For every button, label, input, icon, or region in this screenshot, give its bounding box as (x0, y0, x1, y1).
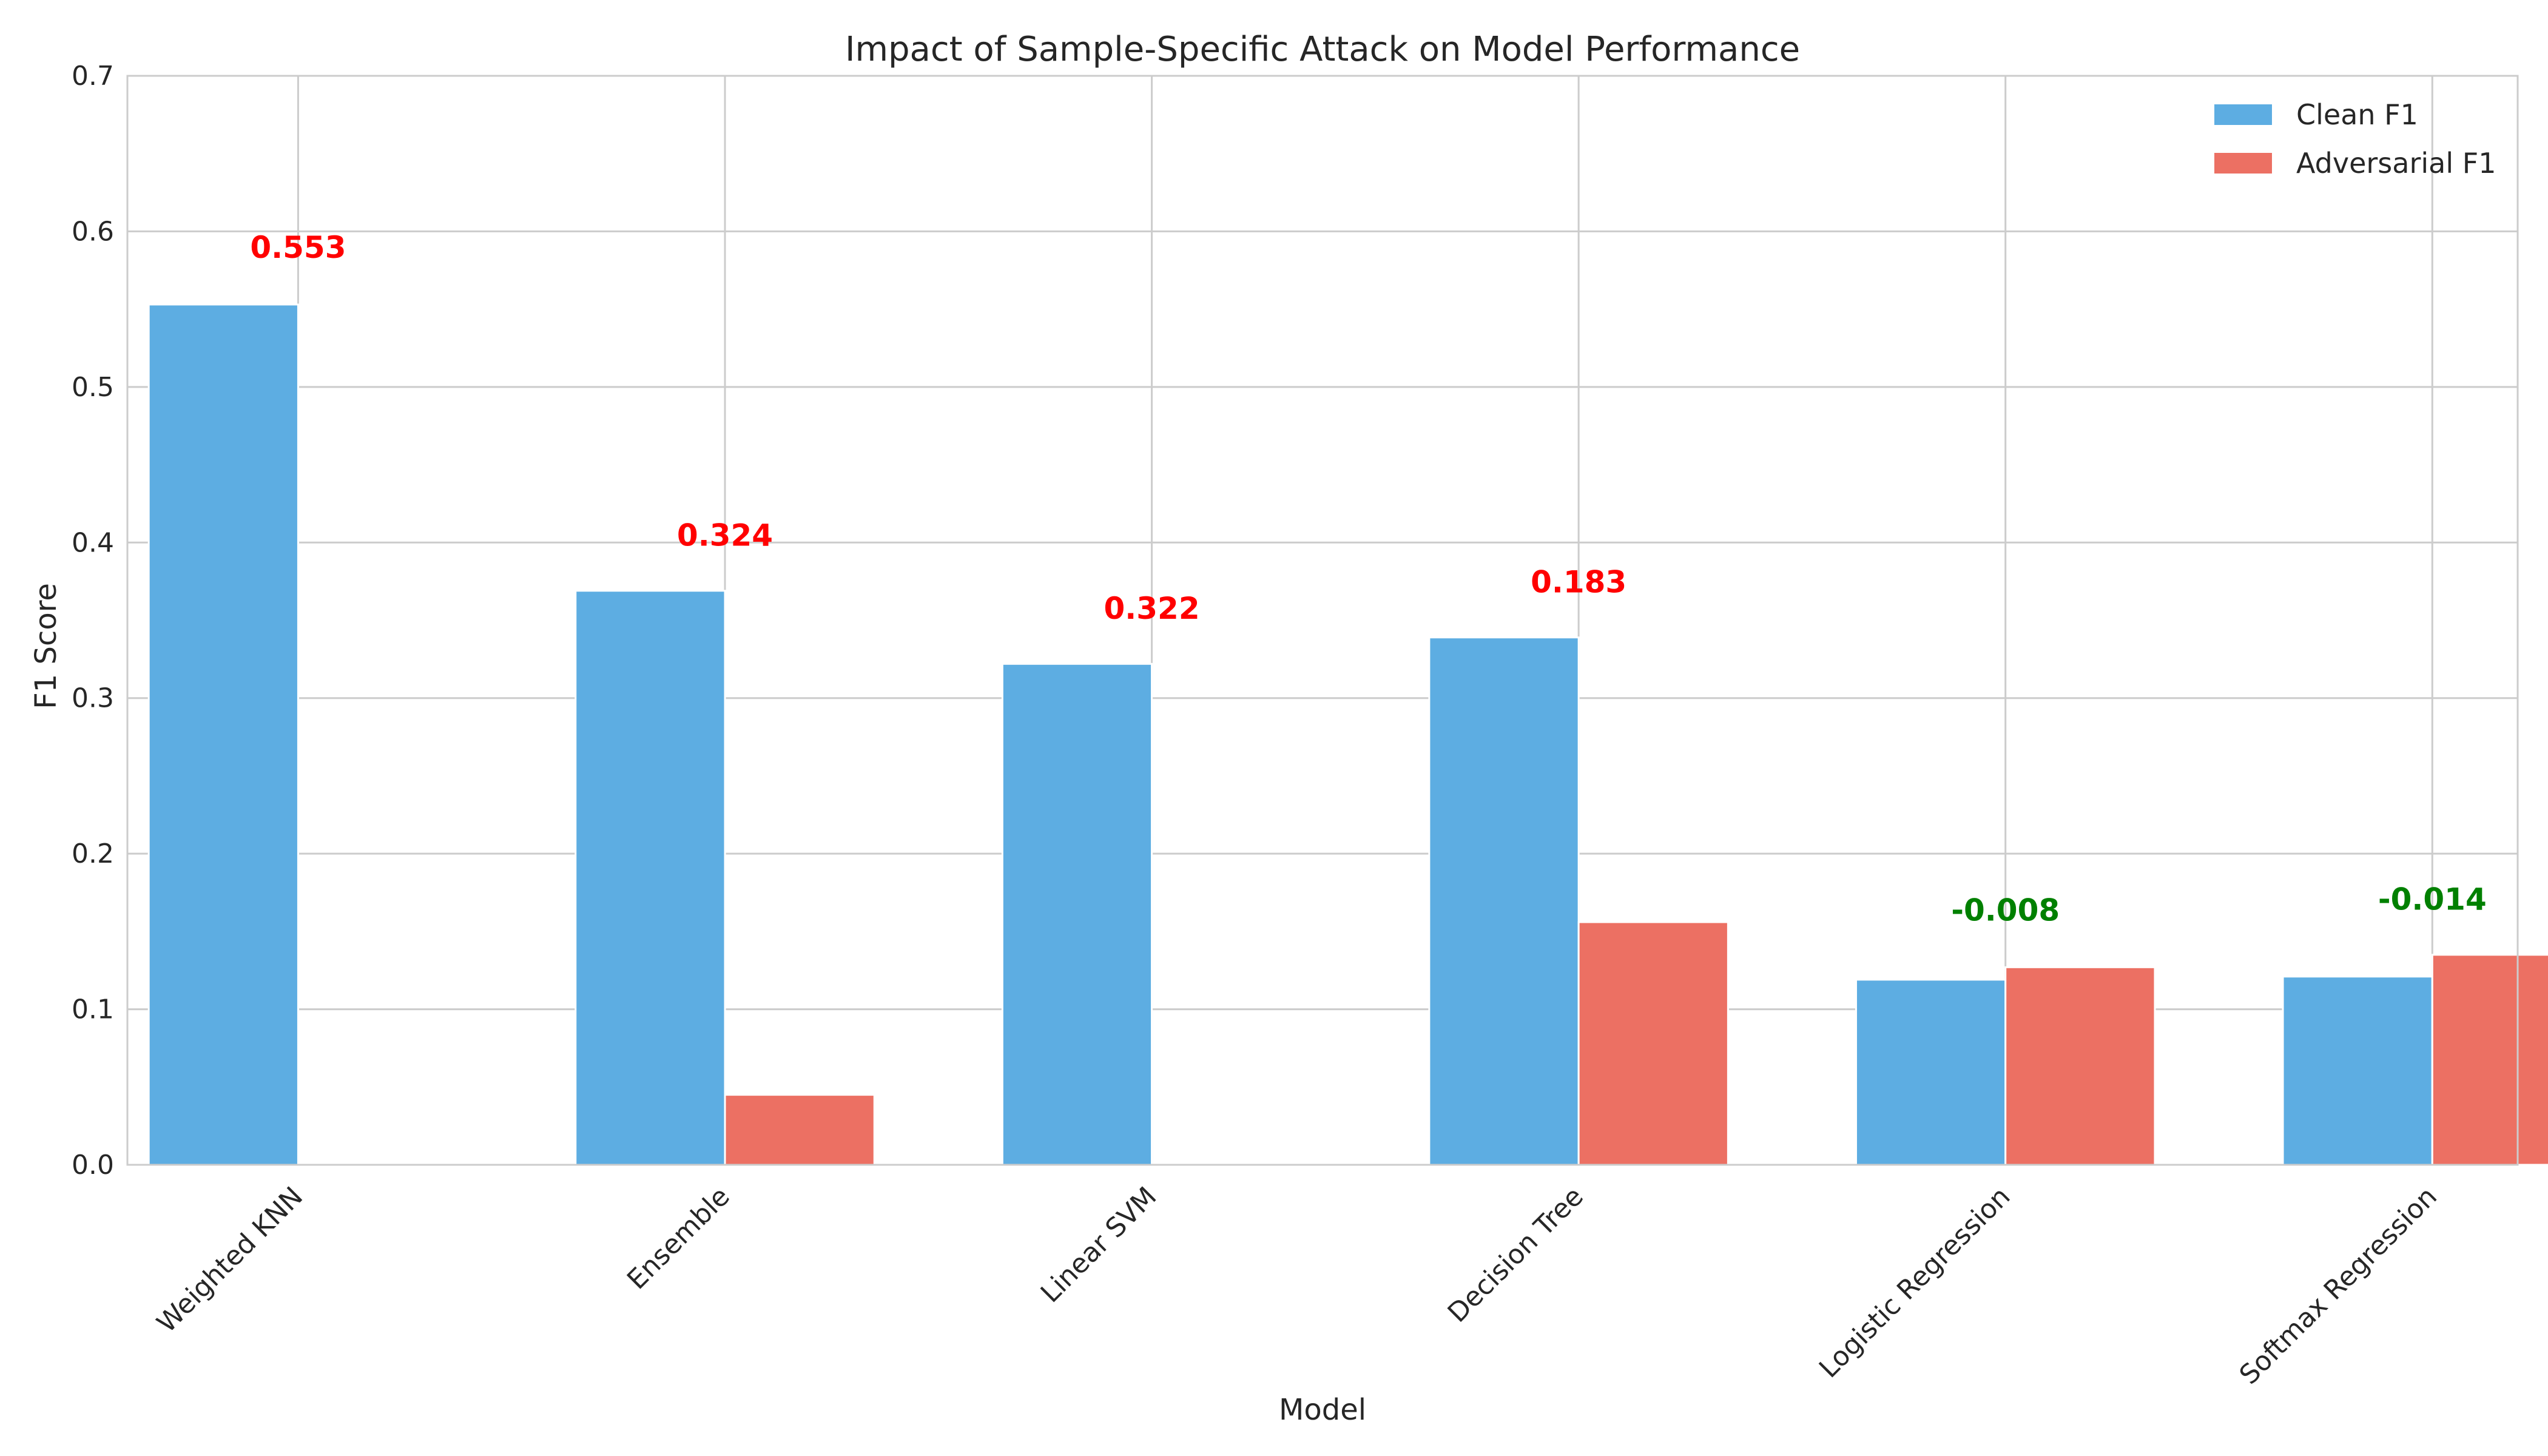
x-tick-label: Softmax Regression (2234, 1181, 2443, 1390)
bar-adversarial-f1 (2004, 966, 2156, 1166)
y-axis-label: F1 Score (29, 583, 63, 709)
plot-area (127, 76, 2518, 1165)
y-tick-label: 0.2 (72, 838, 114, 869)
legend-label: Adversarial F1 (2296, 147, 2496, 180)
difference-annotation: 0.183 (1531, 564, 1626, 599)
bar-clean-f1 (1855, 979, 2007, 1166)
difference-annotation: 0.553 (250, 230, 346, 265)
bar-clean-f1 (147, 303, 299, 1166)
legend-swatch (2214, 153, 2272, 174)
difference-annotation: -0.014 (2378, 882, 2487, 917)
legend-swatch (2214, 104, 2272, 125)
bar-adversarial-f1 (1577, 921, 1729, 1166)
x-axis-label: Model (1279, 1393, 1366, 1427)
x-tick-label: Linear SVM (1035, 1181, 1163, 1309)
legend-label: Clean F1 (2296, 98, 2418, 131)
y-tick-label: 0.6 (72, 216, 114, 247)
difference-annotation: -0.008 (1951, 892, 2060, 928)
x-tick-label: Weighted KNN (151, 1181, 309, 1339)
x-tick-label: Logistic Regression (1813, 1181, 2017, 1384)
y-tick-label: 0.3 (72, 683, 114, 714)
bar-adversarial-f1 (2431, 954, 2548, 1166)
y-tick-label: 0.7 (72, 61, 114, 92)
y-tick-label: 0.4 (72, 527, 114, 558)
difference-annotation: 0.322 (1104, 591, 1199, 626)
y-tick-label: 0.1 (72, 994, 114, 1025)
x-tick-label: Decision Tree (1442, 1181, 1589, 1329)
difference-annotation: 0.324 (677, 517, 773, 553)
legend: Clean F1 Adversarial F1 (2214, 98, 2496, 180)
x-tick-label: Ensemble (621, 1181, 736, 1296)
y-tick-label: 0.5 (72, 372, 114, 403)
plot-frame (126, 75, 2519, 1166)
bar-clean-f1 (575, 590, 726, 1166)
bar-clean-f1 (2282, 976, 2433, 1166)
bar-adversarial-f1 (724, 1094, 875, 1166)
y-tick-label: 0.0 (72, 1150, 114, 1181)
chart-title: Impact of Sample-Specific Attack on Mode… (845, 30, 1800, 69)
bar-clean-f1 (1001, 662, 1153, 1166)
bar-clean-f1 (1428, 636, 1580, 1166)
